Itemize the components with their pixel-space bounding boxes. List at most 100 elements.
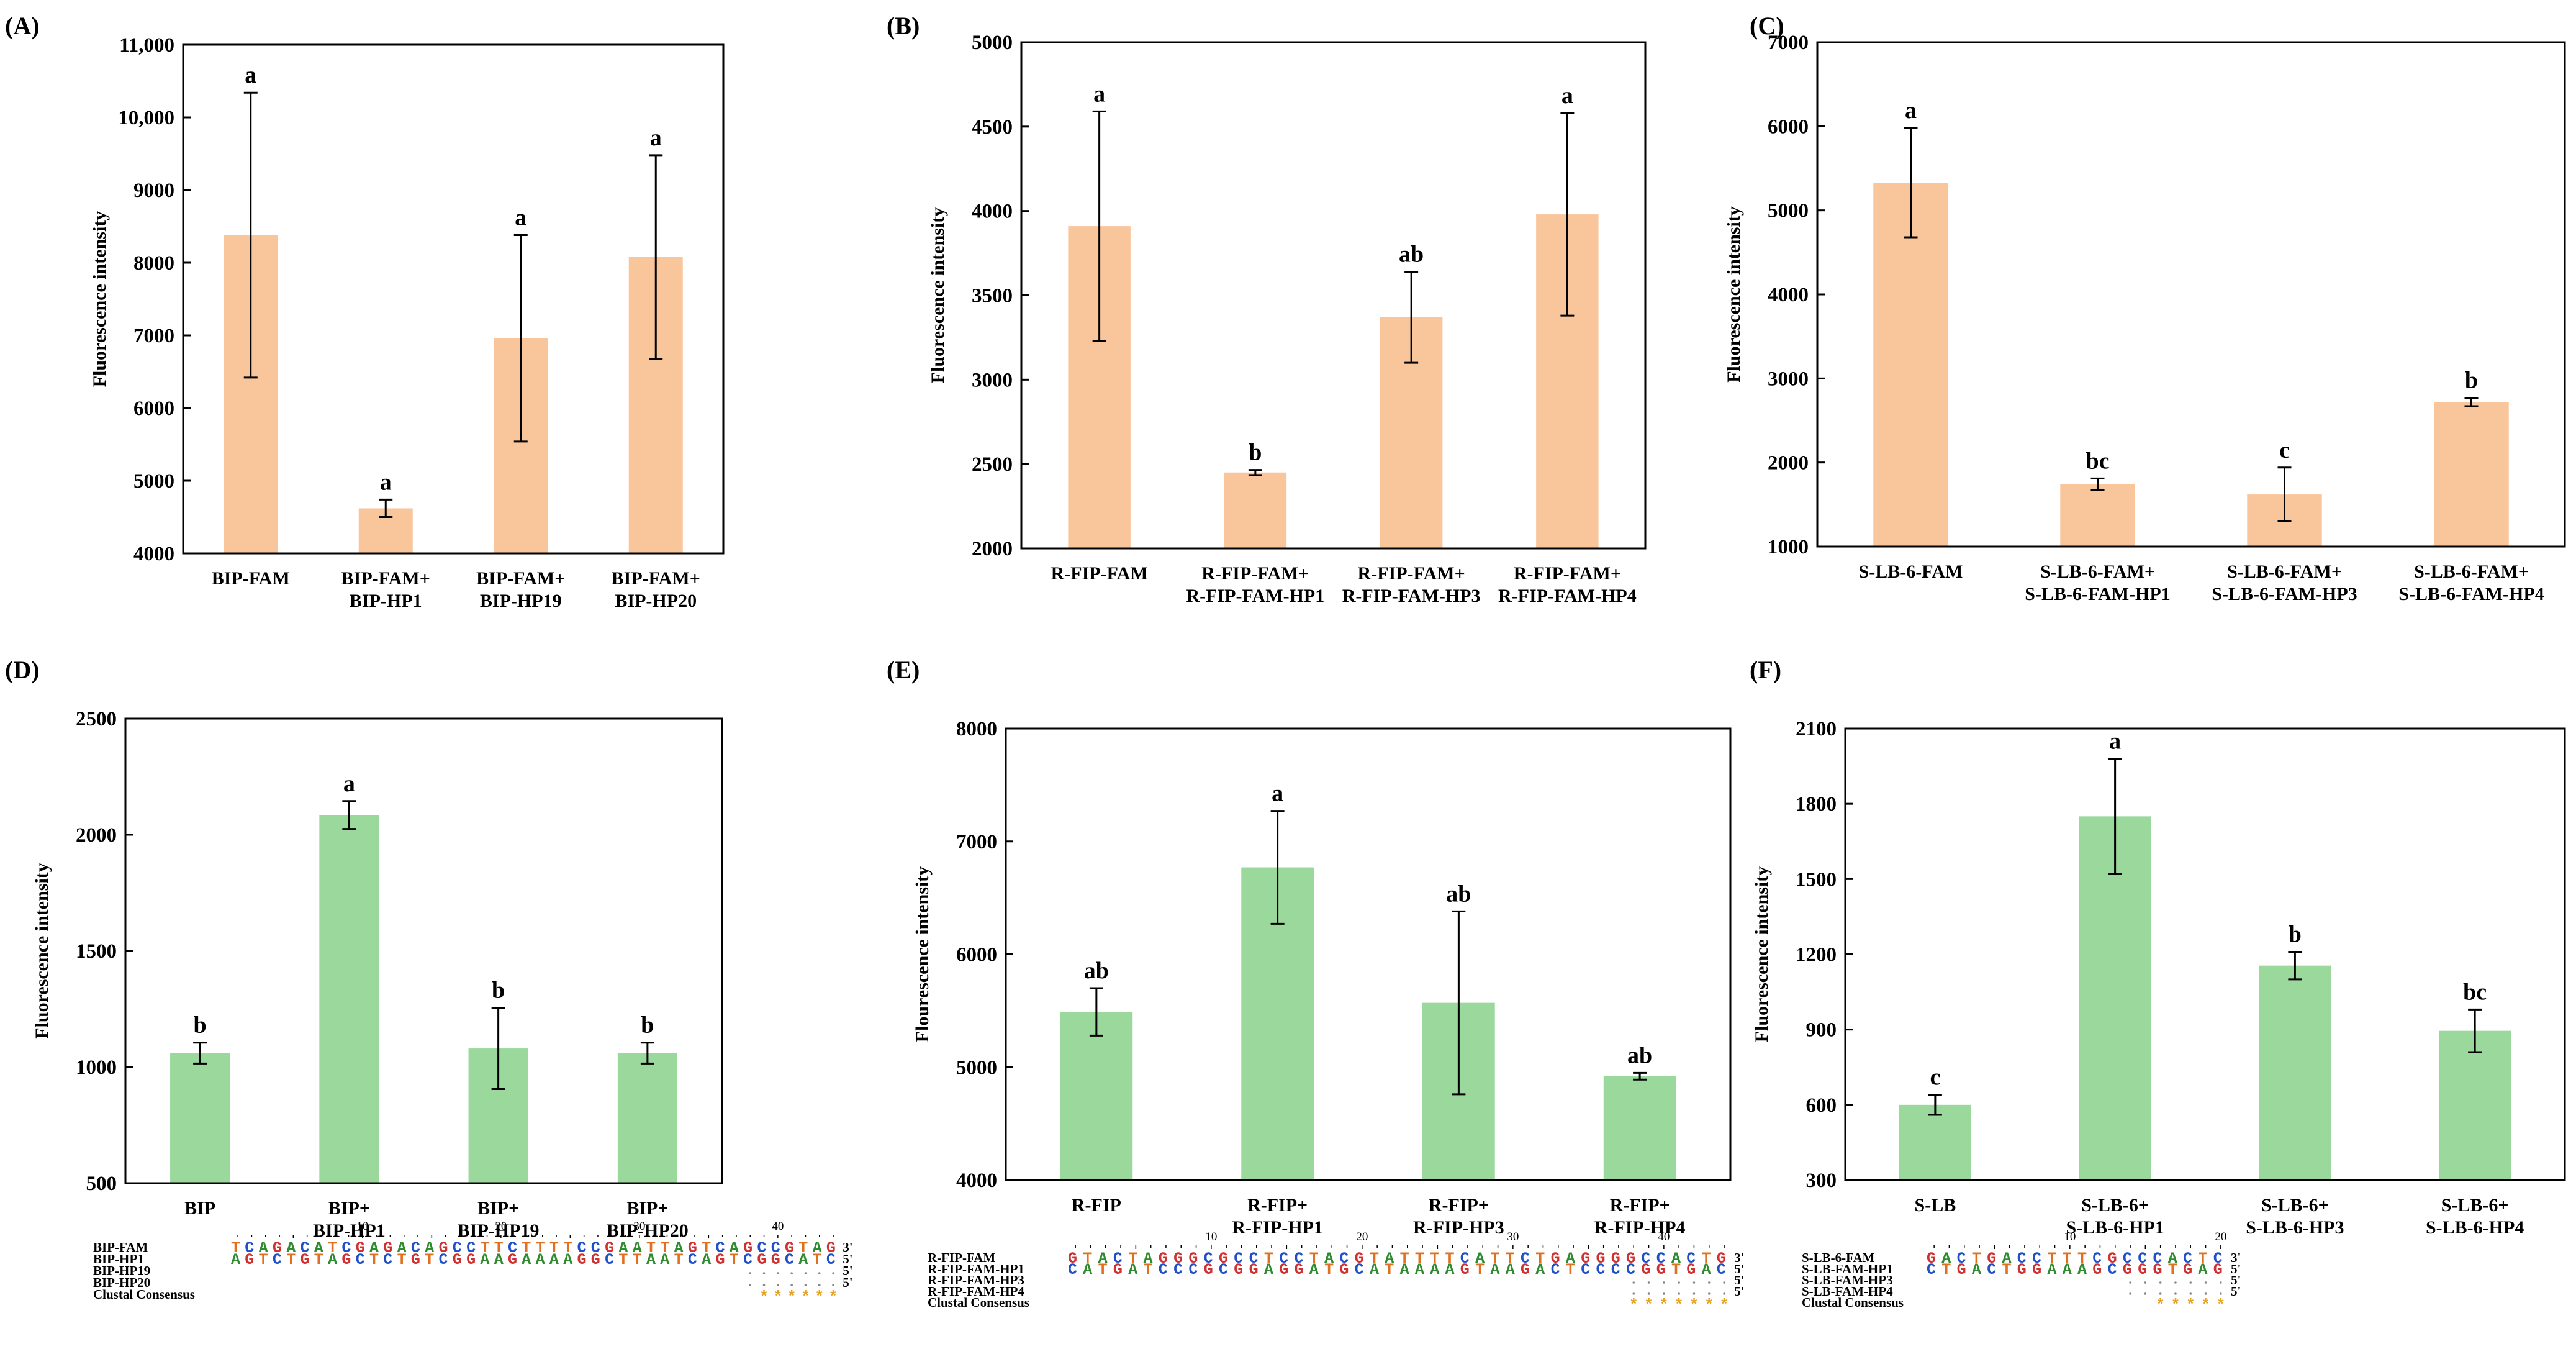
gap-dot — [2189, 1292, 2192, 1295]
gap-dot — [2144, 1292, 2147, 1295]
nucleotide: G — [2017, 1261, 2027, 1279]
alignment-row-name: Clustal Consensus — [1802, 1295, 1904, 1310]
significance-letter: c — [2279, 437, 2290, 463]
category-label: BIP+ — [328, 1198, 370, 1219]
nucleotide: A — [798, 1251, 808, 1269]
nucleotide: G — [1641, 1261, 1650, 1279]
nucleotide: G — [1987, 1250, 1996, 1268]
gap-dot — [2204, 1292, 2207, 1295]
strand-end-label: 5' — [2231, 1284, 2241, 1299]
nucleotide: C — [383, 1251, 392, 1269]
y-tick-label: 7000 — [1768, 32, 1809, 54]
strand-end-label: 3' — [843, 1240, 852, 1255]
nucleotide: A — [1941, 1250, 1951, 1268]
nucleotide: A — [1445, 1261, 1455, 1279]
ruler-label: 40 — [1658, 1230, 1670, 1243]
gap-dot — [1632, 1292, 1635, 1295]
y-axis-label: Fluorescence intensity — [89, 211, 110, 388]
nucleotide: A — [494, 1251, 504, 1269]
category-label: S-LB-6+ — [2081, 1195, 2149, 1215]
nucleotide: G — [273, 1239, 282, 1257]
nucleotide: A — [1385, 1250, 1394, 1268]
nucleotide: C — [743, 1251, 752, 1269]
nucleotide: T — [1475, 1261, 1485, 1279]
nucleotide: C — [1581, 1261, 1590, 1279]
category-label: R-FIP-HP4 — [1594, 1217, 1686, 1238]
nucleotide: T — [328, 1239, 337, 1257]
alignment-row-name: S-LB-FAM-HP4 — [1802, 1284, 1893, 1299]
y-tick-label: 5000 — [972, 32, 1013, 54]
nucleotide: T — [1128, 1250, 1137, 1268]
nucleotide: A — [1128, 1261, 1137, 1279]
y-tick-label: 9000 — [133, 179, 174, 202]
nucleotide: G — [2213, 1261, 2223, 1279]
y-tick-label: 4000 — [972, 201, 1013, 223]
consensus-mark: * — [1629, 1296, 1638, 1314]
category-label: BIP-FAM — [212, 568, 290, 589]
chart-panel-b: (B) 2000 2500 3000 3500 4000 4500 5000 Fluoresce… — [887, 12, 1647, 606]
nucleotide: G — [1159, 1250, 1168, 1268]
nucleotide: C — [785, 1251, 794, 1269]
consensus-mark: * — [1659, 1296, 1668, 1314]
nucleotide: T — [480, 1239, 489, 1257]
nucleotide: A — [813, 1239, 822, 1257]
nucleotide: T — [1385, 1261, 1394, 1279]
nucleotide: C — [508, 1239, 517, 1257]
plot-frame — [1020, 41, 1647, 550]
nucleotide: T — [563, 1239, 572, 1257]
nucleotide: C — [273, 1251, 282, 1269]
plot-frame — [1844, 727, 2566, 1181]
gap-dot — [804, 1272, 807, 1274]
category-label: S-LB — [1915, 1195, 1956, 1215]
alignment-ruler: 10 20 — [1933, 1230, 2226, 1249]
nucleotide: G — [757, 1251, 766, 1269]
nucleotide: G — [785, 1239, 794, 1257]
category-label: BIP-FAM+ — [612, 568, 700, 589]
nucleotide: G — [716, 1251, 725, 1269]
nucleotide: T — [618, 1251, 628, 1269]
y-tick-label: 2100 — [1796, 718, 1837, 740]
gap-dot — [1707, 1281, 1711, 1284]
nucleotide: A — [1506, 1261, 1515, 1279]
nucleotide: C — [2017, 1250, 2027, 1268]
nucleotide: G — [1113, 1261, 1123, 1279]
y-tick-label: 5000 — [1768, 200, 1809, 222]
significance-letter: ab — [1627, 1042, 1652, 1068]
significance-letter: a — [650, 125, 662, 151]
category-label: R-FIP-FAM+ — [1201, 563, 1309, 584]
nucleotide: T — [314, 1251, 323, 1269]
nucleotide: G — [356, 1239, 365, 1257]
gap-dot — [2174, 1281, 2177, 1284]
nucleotide: G — [1717, 1250, 1726, 1268]
category-label: S-LB-6-FAM+ — [2227, 561, 2342, 582]
nucleotide: T — [397, 1251, 407, 1269]
category-label: S-LB-6-FAM+ — [2040, 561, 2155, 582]
nucleotide: C — [2092, 1250, 2102, 1268]
category-label: S-LB-6-FAM+ — [2414, 561, 2529, 582]
nucleotide: G — [1068, 1250, 1077, 1268]
nucleotide: A — [674, 1239, 684, 1257]
bar — [2079, 816, 2151, 1180]
ruler-label: 20 — [495, 1220, 507, 1233]
nucleotide: G — [1173, 1250, 1183, 1268]
gap-dot — [1663, 1292, 1665, 1295]
nucleotide: G — [1626, 1250, 1635, 1268]
y-tick-label: 10,000 — [118, 107, 174, 129]
nucleotide: G — [508, 1251, 517, 1269]
nucleotide: A — [730, 1239, 739, 1257]
nucleotide: A — [1264, 1261, 1273, 1279]
y-tick-label: 1200 — [1796, 944, 1837, 966]
nucleotide: G — [1656, 1261, 1666, 1279]
nucleotide: G — [1204, 1261, 1213, 1279]
significance-letter: a — [515, 205, 526, 231]
nucleotide: C — [1927, 1261, 1936, 1279]
consensus-mark: * — [829, 1288, 838, 1306]
y-tick-label: 600 — [1806, 1094, 1837, 1117]
nucleotide: C — [1717, 1261, 1726, 1279]
consensus-mark: * — [2186, 1296, 2195, 1314]
category-label: S-LB-6-FAM-HP3 — [2212, 584, 2357, 604]
gap-dot — [1647, 1281, 1650, 1284]
nucleotide: G — [439, 1239, 448, 1257]
nucleotide: A — [2047, 1261, 2056, 1279]
y-tick-label: 5000 — [133, 470, 174, 493]
